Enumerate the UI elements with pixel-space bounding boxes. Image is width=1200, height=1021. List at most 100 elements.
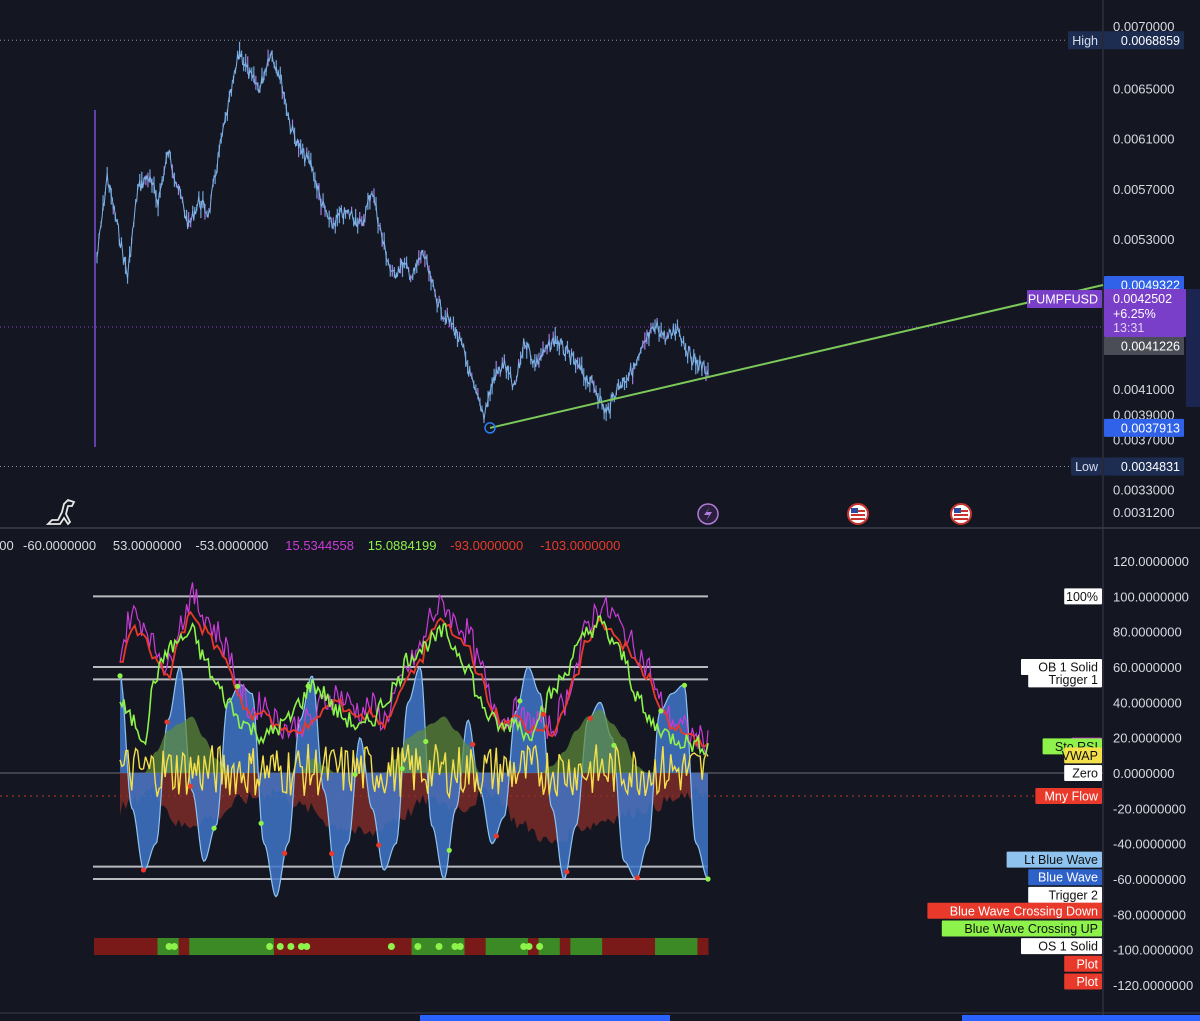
legend-tag-text: Plot [1076, 975, 1098, 989]
oscillator-axis-tick: 120.0000000 [1113, 554, 1189, 569]
legend-tag-bg [1006, 851, 1102, 868]
legend-tag-text: OB 1 Solid [1038, 661, 1098, 675]
blue-wave-crossing-up-dot [399, 765, 405, 772]
symbol-tag: PUMPFUSD [1027, 290, 1102, 308]
blue-wave-area [120, 667, 708, 897]
last-price-box-bg [1104, 289, 1186, 337]
blue-wave-crossing-up-dot [611, 742, 617, 748]
extra-level-tag-text: 0.0041226 [1121, 340, 1180, 354]
oscillator-axis-tick: -100.0000000 [1113, 943, 1193, 958]
oscillator-axis-tick: -40.0000000 [1113, 837, 1186, 852]
oscillator-axis-tick: -120.0000000 [1113, 978, 1193, 993]
price-axis-tick: 0.0041000 [1113, 382, 1174, 397]
trendline-start-tag: 0.0037913 [1104, 418, 1184, 437]
wave-crossing-dots [117, 673, 711, 882]
signal-bar-dot [266, 943, 274, 950]
oscillator-pane [0, 582, 1103, 955]
blue-wave-crossing-down-dot [164, 719, 170, 725]
legend-tag-bg [1028, 671, 1102, 688]
signal-bar-segment [697, 938, 709, 955]
signal-bar-dot [451, 943, 459, 950]
blue-wave-crossing-down-dot [329, 851, 335, 857]
green-wave-area [120, 709, 708, 773]
high-value-tag-text: 0.0068859 [1121, 34, 1180, 48]
legend-tag-text: Mny Flow [1045, 789, 1099, 803]
indicator-header-value: -103.0000000 [540, 538, 620, 553]
rsi-line [119, 582, 709, 755]
signal-bar [94, 938, 709, 955]
legend-tag: Blue Wave [1028, 869, 1102, 886]
plot-red-line [119, 610, 709, 748]
blue-wave-crossing-up-dot [235, 683, 241, 689]
price-axis-tick: 0.0053000 [1113, 232, 1174, 247]
high-label-tag: High [1068, 31, 1102, 50]
axis-shade [1186, 289, 1200, 407]
blue-wave-crossing-up-dot [446, 847, 452, 853]
oscillator-axis-tick: -60.0000000 [1113, 872, 1186, 887]
trendline-anchor-handle[interactable] [484, 422, 496, 434]
legend-tag-text: Trigger 1 [1048, 673, 1098, 687]
legend-tag-bg [1064, 955, 1102, 972]
signal-bar-segment [273, 938, 413, 955]
symbol-tag-bg [1027, 290, 1102, 308]
legend-tag: OB 1 Solid [1021, 659, 1102, 675]
blue-wave-crossing-down-dot [634, 875, 641, 881]
blue-wave-crossing-down-dot [540, 711, 546, 717]
legend-tag-bg [1028, 869, 1102, 886]
indicator-header-value: -53.0000000 [195, 538, 268, 553]
high-value-tag: 0.0068859 [1104, 31, 1184, 50]
sto-rsi-line [119, 614, 709, 756]
legend-tag-text: Lt Blue Wave [1024, 853, 1098, 867]
price-axis[interactable]: 0.0070000 0.0065000 0.0061000 0.0057000 0.00… [1113, 19, 1193, 993]
legend-tag: Plot [1064, 973, 1102, 990]
legend-tag-bg [1028, 886, 1102, 903]
us-flag-event-icon[interactable] [950, 503, 972, 525]
signal-bar-segment [178, 938, 190, 955]
legend-tag-bg [1064, 588, 1102, 605]
blue-wave-crossing-up-dot [681, 682, 688, 688]
extra-level-tag: 0.0041226 [1104, 337, 1184, 355]
blue-wave-crossing-up-dot [517, 698, 523, 704]
price-axis-tick: 0.0070000 [1113, 19, 1174, 34]
legend-tag: OS 1 Solid [1021, 938, 1102, 955]
bottom-scroll-bar[interactable] [420, 1015, 1200, 1021]
signal-bar-segment [559, 938, 571, 955]
us-flag-event-icon[interactable] [847, 503, 869, 525]
blue-wave-crossing-down-dot [140, 867, 147, 873]
legend-tag: Mny Flow [1035, 787, 1102, 804]
legend-tag-text: OS 1 Solid [1038, 940, 1098, 954]
vwap-line [119, 743, 709, 800]
signal-bar-dot [414, 943, 422, 950]
extra-level-tag-bg [1104, 337, 1184, 355]
blue-wave-crossing-down-dot [587, 715, 594, 721]
signal-bar-dot [520, 943, 528, 950]
oscillator-axis-tick: 100.0000000 [1113, 589, 1189, 604]
dino-logo-icon [45, 498, 76, 526]
blue-wave-crossing-up-dot [705, 876, 711, 882]
indicator-header-value: -60.0000000 [23, 538, 96, 553]
blue-wave-crossing-up-dot [352, 771, 358, 777]
signal-bar-segment [189, 938, 275, 955]
legend-tag-bg [1021, 938, 1102, 955]
chart-event-icons [45, 498, 972, 526]
price-axis-tick: 0.0057000 [1113, 182, 1174, 197]
signal-bar-segment [538, 938, 561, 955]
signal-bar-dot [287, 943, 295, 950]
signal-bar-segment [570, 938, 603, 955]
last-price-box: 0.0042502+6.25%13:31 [1104, 289, 1186, 337]
legend-tag: VWAP [1062, 747, 1102, 764]
signal-bar-segment [528, 938, 540, 955]
signal-bar-segment [655, 938, 698, 955]
legend-tag-bg [927, 902, 1102, 919]
signal-bar-dot [536, 943, 544, 950]
signal-bar-segment [485, 938, 529, 955]
price-axis-tick: 0.0033000 [1113, 482, 1174, 497]
signal-bar-dot [525, 943, 533, 950]
legend-tag-bg [1021, 659, 1102, 675]
flash-event-icon[interactable] [697, 503, 719, 525]
legend-tag-text: Blue Wave Crossing Down [950, 904, 1098, 918]
